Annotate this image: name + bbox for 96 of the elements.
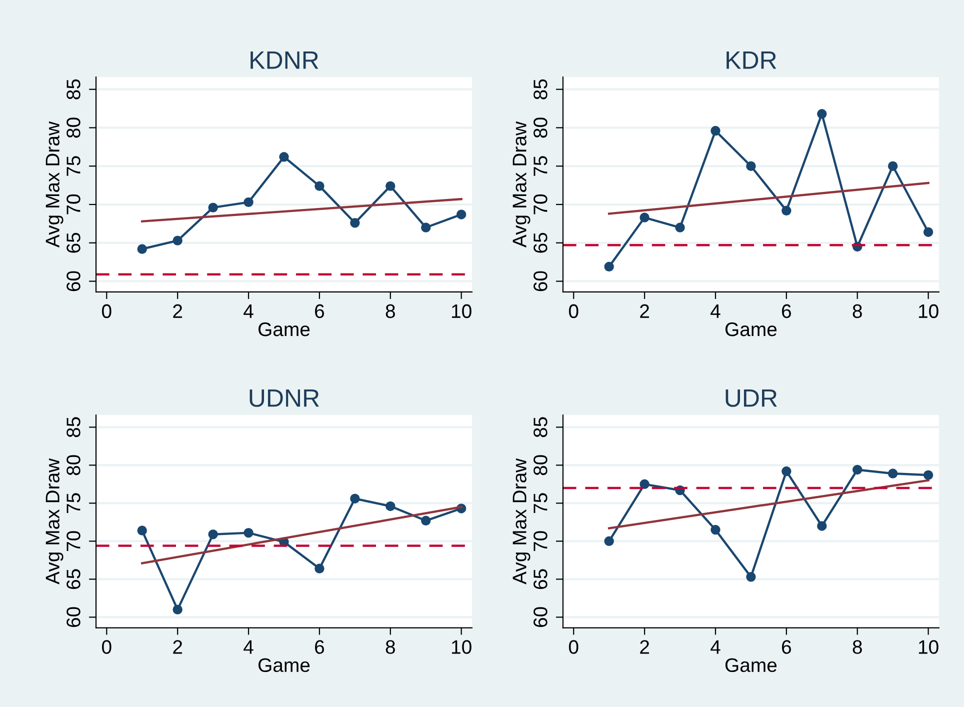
point: [675, 222, 685, 232]
point: [137, 244, 147, 254]
y-tick-label: 65: [66, 232, 80, 253]
point: [314, 181, 324, 191]
point: [244, 528, 254, 538]
x-tick-label: 0: [568, 640, 578, 654]
y-tick-label: 70: [66, 194, 80, 214]
y-tick-label: 60: [534, 271, 548, 292]
point: [244, 197, 254, 208]
x-tick-label: 2: [173, 640, 182, 654]
point: [710, 524, 720, 535]
y-tick-label: 80: [534, 118, 548, 138]
point: [640, 479, 650, 490]
point: [386, 181, 396, 191]
point: [314, 564, 324, 574]
x-axis-title: Game: [725, 322, 777, 336]
point: [710, 126, 720, 136]
x-tick-label: 6: [315, 640, 324, 654]
x-tick-label: 6: [782, 640, 791, 654]
point: [888, 161, 898, 171]
y-axis-title: Avg Max Draw: [46, 458, 64, 584]
point: [421, 222, 431, 232]
x-tick-label: 10: [918, 640, 938, 654]
y-tick-label: 75: [534, 493, 548, 513]
x-tick-label: 8: [852, 640, 862, 654]
point: [208, 529, 218, 540]
x-tick-label: 0: [568, 304, 578, 318]
x-axis-title: Game: [258, 322, 310, 336]
point: [350, 218, 360, 228]
point: [604, 536, 614, 546]
y-tick-label: 75: [66, 493, 80, 513]
x-tick-label: 2: [640, 640, 649, 654]
x-tick-label: 4: [244, 640, 254, 654]
x-tick-label: 6: [315, 304, 324, 318]
chart-title: UDNR: [250, 389, 319, 407]
y-axis-title: Avg Max Draw: [512, 121, 530, 248]
x-tick-label: 10: [918, 304, 938, 318]
y-tick-label: 70: [534, 531, 548, 551]
x-tick-label: 4: [710, 640, 720, 654]
x-tick-label: 8: [386, 640, 395, 654]
y-tick-label: 65: [66, 569, 80, 589]
x-axis-title: Game: [725, 658, 777, 672]
point: [782, 466, 792, 476]
x-tick-label: 2: [173, 304, 182, 318]
point: [604, 262, 614, 272]
y-tick-label: 60: [534, 607, 548, 627]
chart-title: KDNR: [250, 52, 318, 69]
y-tick-label: 85: [534, 79, 548, 100]
point: [172, 604, 182, 614]
chart-title: UDR: [726, 389, 777, 407]
point: [421, 516, 431, 526]
point: [817, 521, 827, 531]
point: [852, 464, 862, 475]
point: [888, 468, 898, 478]
x-tick-label: 4: [244, 304, 254, 318]
chart-title: KDR: [726, 52, 776, 69]
x-tick-label: 10: [452, 304, 472, 318]
point: [208, 202, 218, 212]
x-tick-label: 0: [102, 640, 112, 654]
x-tick-label: 2: [640, 304, 649, 318]
y-axis-title: Avg Max Draw: [512, 458, 530, 584]
y-tick-label: 65: [534, 232, 548, 253]
y-tick-label: 70: [534, 194, 548, 214]
y-tick-label: 75: [534, 156, 548, 176]
y-tick-label: 75: [66, 156, 80, 176]
point: [746, 161, 756, 171]
x-tick-label: 8: [852, 304, 862, 318]
point: [279, 152, 289, 162]
x-axis-title: Game: [258, 658, 310, 672]
y-tick-label: 60: [66, 607, 80, 627]
point: [782, 206, 792, 216]
x-tick-label: 8: [386, 304, 395, 318]
point: [386, 501, 396, 512]
point: [817, 109, 827, 119]
y-tick-label: 85: [534, 417, 548, 438]
y-axis-title: Avg Max Draw: [46, 121, 64, 248]
y-tick-label: 85: [66, 79, 80, 100]
point: [923, 470, 934, 480]
point: [137, 526, 147, 536]
point: [746, 572, 756, 582]
y-tick-label: 70: [66, 531, 80, 551]
point: [640, 212, 650, 222]
y-tick-label: 85: [66, 417, 80, 438]
x-tick-label: 4: [710, 304, 720, 318]
x-tick-label: 10: [452, 640, 472, 654]
y-tick-label: 80: [66, 118, 80, 138]
point: [456, 210, 466, 220]
x-tick-label: 6: [782, 304, 791, 318]
y-tick-label: 80: [534, 455, 548, 476]
y-tick-label: 65: [534, 569, 548, 589]
point: [923, 227, 934, 237]
point: [172, 236, 182, 246]
y-tick-label: 60: [66, 271, 80, 292]
y-tick-label: 80: [66, 455, 80, 476]
x-tick-label: 0: [102, 304, 112, 318]
point: [350, 494, 360, 504]
